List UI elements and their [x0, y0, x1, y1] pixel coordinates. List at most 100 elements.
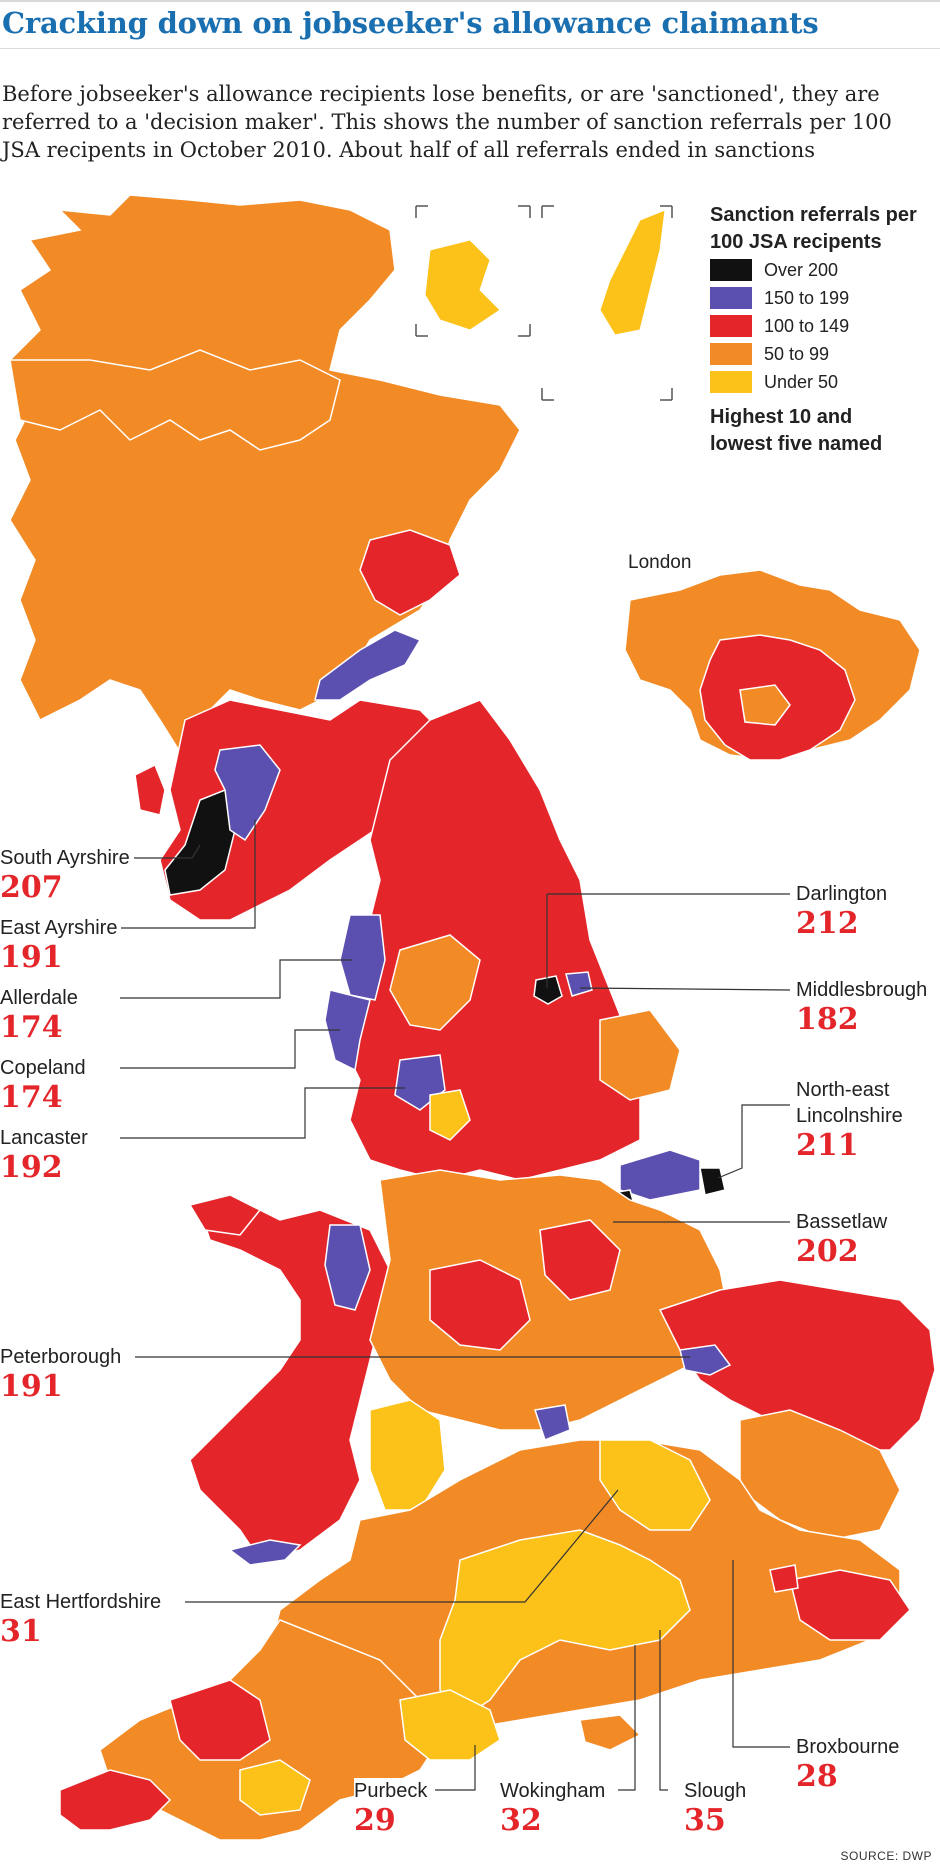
callout-name: Bassetlaw — [796, 1209, 892, 1235]
region-hertfordshire-yellow — [599, 1439, 711, 1531]
region-allerdale — [339, 914, 386, 1001]
callout-name: Broxbourne — [796, 1734, 904, 1760]
callout-value: 211 — [796, 1128, 859, 1163]
callout-value: 35 — [684, 1803, 726, 1838]
region-cornwall — [59, 1769, 172, 1831]
callout-middlesbrough: Middlesbrough 182 — [796, 977, 932, 1037]
legend-swatch-over-200 — [710, 259, 752, 281]
callout-name: Copeland — [0, 1055, 90, 1081]
legend-note: Highest 10 and lowest five named — [710, 406, 883, 455]
callout-slough: Slough 35 — [684, 1778, 751, 1838]
callout-name: Slough — [684, 1778, 751, 1804]
region-kent-small-red — [769, 1564, 799, 1593]
legend-item-150-199: 150 to 199 — [710, 284, 940, 312]
callout-name: South Ayrshire — [0, 845, 134, 871]
legend-label-over-200: Over 200 — [764, 259, 839, 280]
region-arran — [134, 763, 166, 816]
callout-name: Middlesbrough — [796, 977, 932, 1003]
region-humber — [619, 1149, 701, 1201]
callout-south-ayrshire: South Ayrshire 207 — [0, 845, 134, 905]
legend-label-under-50: Under 50 — [764, 371, 839, 392]
callout-value: 28 — [796, 1759, 838, 1794]
region-peterborough — [679, 1344, 732, 1376]
top-rule — [0, 0, 940, 2]
region-east-anglia — [658, 1279, 936, 1451]
region-middlesbrough — [565, 971, 593, 997]
callout-name: Wokingham — [500, 1778, 610, 1804]
region-copeland — [324, 989, 371, 1072]
legend-label-150-199: 150 to 199 — [764, 287, 850, 308]
callout-value: 31 — [0, 1614, 42, 1649]
callout-copeland: Copeland 174 — [0, 1055, 90, 1115]
region-north-yorkshire — [599, 1009, 681, 1101]
callout-name: Peterborough — [0, 1344, 126, 1370]
legend-swatch-50-99 — [710, 343, 752, 365]
legend-item-under-50: Under 50 — [710, 368, 940, 396]
callout-peterborough: Peterborough 191 — [0, 1344, 126, 1404]
callout-value: 207 — [0, 870, 63, 905]
region-midlands — [369, 1169, 731, 1431]
callout-purbeck: Purbeck 29 — [354, 1778, 432, 1838]
region-fife — [359, 529, 461, 616]
callout-name: East Hertfordshire — [0, 1589, 166, 1615]
callout-name: East Ayrshire — [0, 915, 122, 941]
region-devon-south-yellow — [239, 1759, 311, 1816]
callout-ne-lincolnshire: North-east Lincolnshire 211 — [796, 1077, 930, 1163]
callout-value: 202 — [796, 1234, 859, 1269]
region-nottingham-purple — [534, 1404, 571, 1441]
callout-name: Lancaster — [0, 1125, 92, 1151]
callout-value: 191 — [0, 1369, 63, 1404]
region-kent — [789, 1569, 911, 1641]
legend: Sanction referrals per 100 JSA recipents… — [710, 202, 940, 458]
callout-name: Purbeck — [354, 1778, 432, 1804]
callout-value: 191 — [0, 940, 63, 975]
region-devon-red — [169, 1679, 271, 1761]
intro-text: Before jobseeker's allowance recipients … — [2, 82, 892, 162]
region-isle-of-wight — [579, 1714, 642, 1751]
region-east-anglia-orange — [739, 1409, 901, 1541]
region-east-midlands-red — [539, 1219, 621, 1301]
title-rule — [0, 48, 940, 49]
london-inset-orange-center — [739, 684, 791, 726]
region-wales-purple — [324, 1224, 371, 1311]
region-lothian — [314, 629, 422, 701]
callout-leader-lines — [120, 820, 791, 1791]
legend-swatch-100-149 — [710, 315, 752, 337]
region-dales — [389, 934, 481, 1031]
callout-name: Darlington — [796, 881, 892, 907]
callout-broxbourne: Broxbourne 28 — [796, 1734, 904, 1794]
source-credit: SOURCE: DWP — [840, 1849, 932, 1863]
region-herefordshire — [369, 1399, 446, 1511]
inset-frame-marks — [415, 205, 673, 401]
region-darlington — [533, 975, 563, 1005]
region-shetland — [599, 209, 666, 336]
callout-value: 29 — [354, 1803, 396, 1838]
legend-label-100-149: 100 to 149 — [764, 315, 850, 336]
region-thames-valley-yellow — [439, 1529, 691, 1722]
region-south-wales-purple — [228, 1539, 302, 1566]
london-inset-label: London — [628, 552, 692, 573]
region-ribble — [429, 1089, 471, 1141]
region-east-ayrshire — [214, 744, 281, 842]
legend-swatch-150-199 — [710, 287, 752, 309]
legend-item-50-99: 50 to 99 — [710, 340, 940, 368]
region-scotland-north — [9, 349, 341, 451]
callout-value: 32 — [500, 1803, 542, 1838]
legend-item-over-200: Over 200 — [710, 256, 940, 284]
legend-label-50-99: 50 to 99 — [764, 343, 830, 364]
callout-east-ayrshire: East Ayrshire 191 — [0, 915, 122, 975]
callout-lancaster: Lancaster 192 — [0, 1125, 92, 1185]
legend-item-100-149: 100 to 149 — [710, 312, 940, 340]
callout-value: 192 — [0, 1150, 63, 1185]
page-title: Cracking down on jobseeker's allowance c… — [2, 6, 819, 40]
callout-name: Allerdale — [0, 985, 82, 1011]
callout-value: 174 — [0, 1010, 63, 1045]
callout-name: North-east Lincolnshire — [796, 1077, 930, 1129]
callout-value: 212 — [796, 906, 859, 941]
callout-wokingham: Wokingham 32 — [500, 1778, 610, 1838]
legend-title: Sanction referrals per 100 JSA recipents — [710, 204, 917, 253]
callout-east-hertfordshire: East Hertfordshire 31 — [0, 1589, 166, 1649]
region-ne-lincolnshire — [699, 1167, 726, 1196]
callout-allerdale: Allerdale 174 — [0, 985, 82, 1045]
